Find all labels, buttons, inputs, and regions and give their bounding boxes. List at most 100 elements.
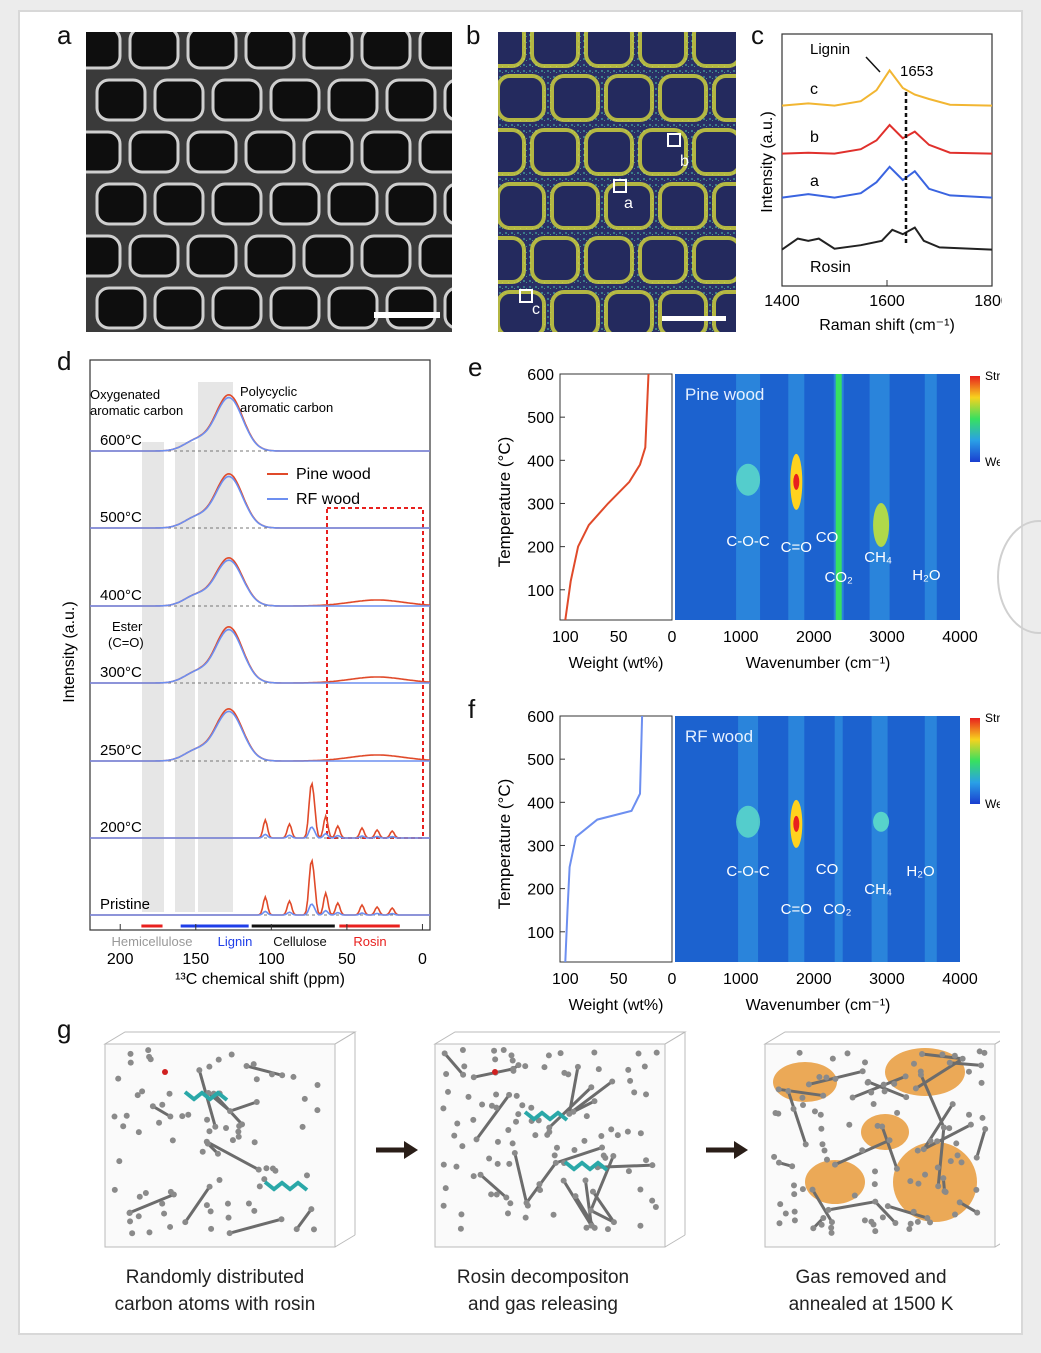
carbon-atom <box>504 1210 511 1217</box>
carbon-atom <box>111 1186 118 1193</box>
carbon-atom <box>828 1224 835 1231</box>
carbon-atom <box>491 1047 498 1054</box>
sem-cell <box>360 234 412 278</box>
carbon-atom <box>820 1092 827 1099</box>
carbon-atom <box>581 1137 588 1144</box>
carbon-atom <box>907 1220 914 1227</box>
carbon-atom <box>142 1189 149 1196</box>
carbon-atom <box>146 1053 153 1060</box>
carbon-atom <box>541 1064 548 1071</box>
temperature-axis-label: Temperature (°C) <box>495 437 514 568</box>
chart-d-xtick-label: 150 <box>182 951 209 968</box>
carbon-atom <box>215 1056 222 1063</box>
carbon-bond <box>295 1208 313 1231</box>
annotation-ester-2: (C=O) <box>108 635 144 650</box>
carbon-bond <box>184 1185 211 1223</box>
carbon-atom <box>250 1061 257 1068</box>
weight-tick-label: 50 <box>610 971 628 988</box>
carbon-atom <box>614 1132 621 1139</box>
raman-cell <box>692 236 736 284</box>
carbon-atom <box>515 1111 522 1118</box>
gas-pore <box>893 1142 977 1222</box>
sem-cell <box>327 182 379 226</box>
carbon-atom <box>546 1128 553 1135</box>
carbon-atom <box>811 1108 818 1115</box>
carbon-atom <box>884 1203 891 1210</box>
raman-cells <box>498 32 736 332</box>
carbon-bond <box>936 1127 946 1187</box>
carbon-atom <box>595 1066 602 1073</box>
carbon-atom <box>981 1049 988 1056</box>
carbon-bond <box>443 1052 465 1076</box>
map-title: Pine wood <box>685 385 764 404</box>
carbon-atom <box>574 1063 581 1070</box>
carbon-atom <box>859 1147 866 1154</box>
caption-1: Randomly distributed carbon atoms with r… <box>80 1264 350 1318</box>
carbon-atom <box>907 1178 914 1185</box>
ftir-band <box>834 716 843 962</box>
carbon-atom <box>460 1071 467 1078</box>
raman-cell <box>712 290 736 332</box>
carbon-atom <box>115 1075 122 1082</box>
oxygenated-band <box>175 442 195 912</box>
carbon-atom <box>453 1163 460 1170</box>
rosin-bond <box>295 1180 309 1192</box>
carbon-atom <box>942 1188 949 1195</box>
carbon-atom <box>643 1091 650 1098</box>
carbon-bond <box>923 1123 972 1151</box>
chart-d-xtick-label: 0 <box>418 951 427 968</box>
carbon-atom <box>910 1060 917 1067</box>
carbon-atom <box>256 1183 263 1190</box>
peak-label: CO <box>816 861 839 878</box>
carbon-atom <box>625 1066 632 1073</box>
temperature-label: 300°C <box>100 664 142 681</box>
panel-letter-e: e <box>468 352 483 382</box>
carbon-bond <box>567 1066 580 1115</box>
raman-cell <box>530 128 580 176</box>
region-label: Rosin <box>353 934 386 949</box>
carbon-atom <box>927 1138 934 1145</box>
carbon-atom <box>871 1181 878 1188</box>
weight-curve <box>564 715 644 963</box>
box-face <box>104 1043 336 1248</box>
carbon-atom <box>892 1219 899 1226</box>
caption-3-line1: Gas removed and <box>795 1267 947 1288</box>
carbon-atom <box>473 1136 480 1143</box>
rosin-highlight-box <box>326 507 424 839</box>
ytick-label: 300 <box>527 496 554 513</box>
raman-cell <box>638 128 688 176</box>
carbon-atom <box>519 1102 526 1109</box>
wavenumber-tick-label: 3000 <box>869 629 905 646</box>
wavenumber-tick-label: 1000 <box>723 971 759 988</box>
carbon-atom <box>522 1063 529 1070</box>
ftir-band <box>738 716 759 962</box>
sem-cell <box>302 234 354 278</box>
sem-cell <box>443 79 452 121</box>
carbon-bond <box>562 1179 593 1227</box>
carbon-atom <box>829 1055 836 1062</box>
carbon-atom <box>785 1088 792 1095</box>
carbon-atom <box>441 1050 448 1057</box>
carbon-atom <box>310 1226 317 1233</box>
carbon-atom <box>958 1159 965 1166</box>
carbon-atom <box>146 1229 153 1236</box>
wavenumber-tick-label: 4000 <box>942 971 978 988</box>
sem-cell <box>86 130 122 174</box>
sem-cell <box>128 234 180 278</box>
figure-frame: a b a b c c Lignin 1653 c b a Rosin <box>18 10 1023 1335</box>
raman-cell <box>658 290 708 332</box>
sem-cell <box>186 234 238 278</box>
raman-cell <box>550 74 600 122</box>
ftir-band <box>736 374 761 620</box>
weight-tick-label: 100 <box>552 629 579 646</box>
carbon-bond <box>229 1100 258 1113</box>
carbon-atom <box>823 1074 830 1081</box>
carbon-atom <box>486 1155 493 1162</box>
carbon-atom <box>637 1222 644 1229</box>
carbon-atom <box>624 1128 631 1135</box>
sem-cell <box>443 287 452 329</box>
carbon-atom <box>229 1137 236 1144</box>
carbon-atom <box>493 1104 500 1111</box>
carbon-atom <box>802 1141 809 1148</box>
carbon-atom <box>946 1125 953 1132</box>
